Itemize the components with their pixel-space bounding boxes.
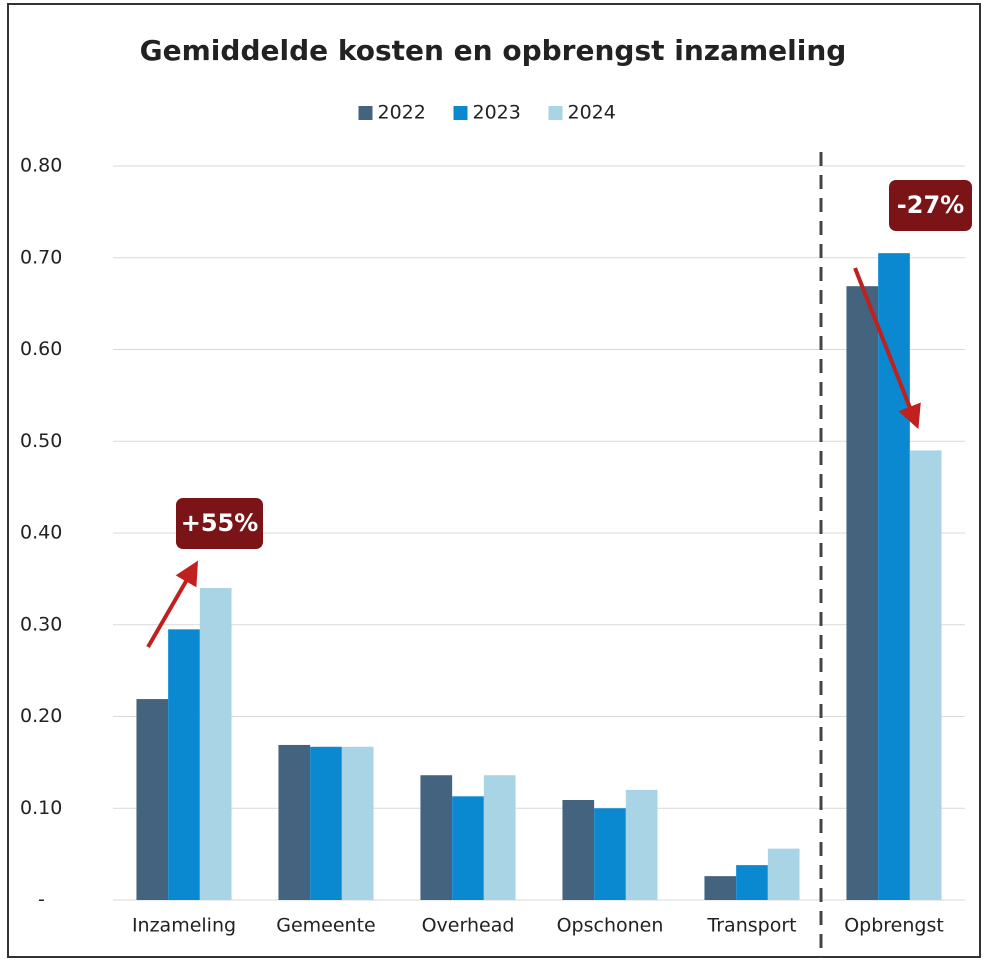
bar bbox=[878, 253, 910, 901]
bar bbox=[594, 808, 626, 900]
bar bbox=[562, 799, 595, 900]
bar bbox=[909, 450, 942, 900]
legend-label: 2022 bbox=[378, 102, 426, 124]
y-tick-label: 0.40 bbox=[20, 522, 62, 544]
y-tick-label: 0.60 bbox=[20, 338, 62, 360]
legend-swatch bbox=[358, 106, 373, 120]
bar bbox=[420, 775, 453, 900]
bars bbox=[136, 253, 942, 901]
x-tick-label: Overhead bbox=[422, 915, 515, 937]
x-tick-label: Opschonen bbox=[557, 915, 664, 937]
annotation-box bbox=[889, 180, 972, 231]
bar bbox=[199, 588, 232, 900]
bar bbox=[767, 848, 800, 900]
y-tick-label: - bbox=[38, 889, 45, 911]
x-tick-label: Inzameling bbox=[132, 915, 236, 937]
bar bbox=[625, 789, 658, 900]
bar bbox=[704, 876, 737, 900]
bar bbox=[846, 286, 879, 900]
legend-label: 2024 bbox=[568, 102, 616, 124]
legend-swatch bbox=[453, 106, 468, 120]
legend-label: 2023 bbox=[473, 102, 521, 124]
bar bbox=[310, 746, 342, 900]
y-tick-label: 0.20 bbox=[20, 705, 62, 727]
bar bbox=[736, 865, 768, 900]
annotation: -27% bbox=[897, 191, 964, 219]
bar bbox=[452, 796, 484, 900]
arrow-up bbox=[146, 560, 199, 649]
chart-title: Gemiddelde kosten en opbrengst inzamelin… bbox=[140, 34, 847, 67]
y-tick-label: 0.30 bbox=[20, 613, 62, 635]
annotation: +55% bbox=[181, 509, 259, 537]
bar bbox=[168, 629, 200, 900]
bar bbox=[136, 699, 169, 900]
y-tick-label: 0.50 bbox=[20, 430, 62, 452]
bar bbox=[483, 775, 516, 900]
legend-swatch bbox=[548, 106, 563, 120]
bar bbox=[341, 746, 374, 900]
annotation-box bbox=[176, 498, 263, 549]
y-tick-label: 0.80 bbox=[20, 155, 62, 177]
y-tick-label: 0.10 bbox=[20, 797, 62, 819]
x-tick-label: Gemeente bbox=[276, 915, 375, 937]
x-tick-label: Transport bbox=[706, 915, 796, 937]
x-tick-label: Opbrengst bbox=[844, 915, 944, 937]
y-tick-label: 0.70 bbox=[20, 246, 62, 268]
bar bbox=[278, 744, 311, 900]
arrow-down bbox=[853, 267, 921, 430]
grid: - 0.10 0.20 0.30 0.40 0.50 0.60 0.70 0.80 bbox=[20, 155, 965, 911]
